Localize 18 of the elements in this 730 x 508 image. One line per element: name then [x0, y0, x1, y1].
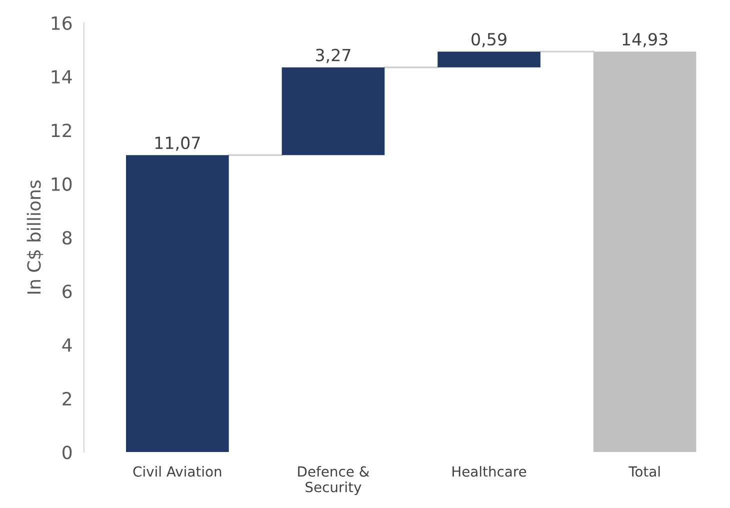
y-tick-label: 12 — [52, 124, 72, 138]
data-label: 0,59 — [472, 32, 506, 48]
x-tick-label: Total — [628, 466, 660, 477]
y-tick-label: 0 — [62, 446, 72, 460]
y-tick-label: 10 — [52, 177, 72, 191]
x-tick-label: Civil Aviation — [133, 466, 222, 477]
y-tick-label: 6 — [62, 284, 72, 298]
y-tick-label: 2 — [62, 392, 72, 406]
y-axis-title: In C$ billions — [26, 180, 44, 294]
y-tick-label: 16 — [52, 16, 72, 30]
y-tick-label: 14 — [52, 70, 72, 84]
data-label: 3,27 — [316, 48, 350, 64]
data-label: 14,93 — [622, 32, 668, 48]
data-label: 11,07 — [155, 136, 200, 151]
x-tick-label: Defence & Security — [298, 466, 370, 496]
y-tick-label: 8 — [62, 230, 72, 245]
x-tick-label: Healthcare — [452, 466, 526, 477]
y-tick-label: 4 — [62, 338, 72, 352]
